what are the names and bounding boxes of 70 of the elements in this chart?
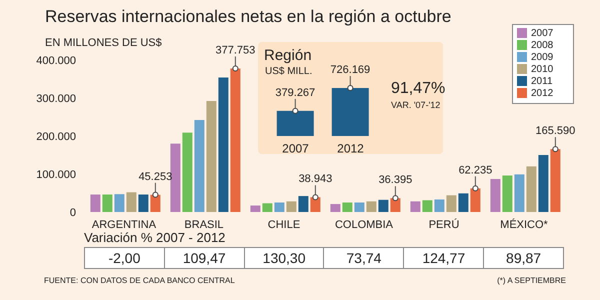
legend-label: 2007 — [531, 28, 554, 39]
data-label: 38.943 — [298, 173, 332, 186]
bar — [330, 204, 340, 212]
x-tick-label: CHILE — [268, 218, 300, 231]
y-tick-label: 0 — [70, 206, 76, 219]
legend-label: 2011 — [531, 76, 553, 87]
bar — [286, 201, 296, 212]
data-label: 36.395 — [378, 174, 412, 186]
y-axis-title: EN MILLONES DE US$ — [45, 37, 162, 49]
y-tick-label: 100.000 — [36, 168, 76, 181]
legend-label: 2009 — [531, 52, 554, 63]
bar — [114, 194, 124, 212]
text: 89,87 — [483, 248, 563, 268]
text: 124,77 — [403, 248, 484, 268]
data-label: 377.753 — [216, 44, 256, 56]
text: 73,74 — [323, 248, 404, 268]
bar — [378, 200, 388, 212]
bar — [194, 120, 204, 212]
bar — [458, 193, 468, 212]
bar — [298, 196, 308, 212]
data-label: 379.267 — [275, 86, 316, 99]
x-tick-label: MÉXICO* — [500, 218, 549, 231]
bar — [526, 166, 536, 212]
text: 130,30 — [244, 248, 324, 268]
bar — [218, 77, 228, 212]
x-tick-label: BRASIL — [184, 218, 224, 231]
x-tick-label: PERÚ — [428, 218, 460, 231]
text: (*) A SEPTIEMBRE — [497, 276, 566, 285]
bar — [138, 194, 148, 212]
bar — [410, 201, 420, 212]
x-tick-label: COLOMBIA — [334, 218, 394, 231]
legend-label: 2010 — [531, 64, 554, 75]
x-tick-label: ARGENTINA — [92, 218, 157, 231]
data-label: 726.169 — [330, 64, 370, 76]
y-tick-label: 300.000 — [36, 92, 76, 105]
bar — [182, 132, 192, 212]
y-tick-label: 400.000 — [36, 54, 76, 67]
bar — [366, 201, 376, 212]
bar — [274, 202, 284, 212]
legend-label: 2012 — [531, 88, 554, 99]
data-label: 45.253 — [138, 170, 172, 183]
bar — [102, 194, 112, 212]
text: -2,00 — [107, 249, 142, 268]
bar — [342, 202, 352, 212]
source-note: FUENTE: CON DATOS DE CADA BANCO CENTRAL — [44, 276, 235, 285]
annotation: 91,47% — [391, 80, 446, 98]
bar — [502, 176, 512, 212]
text: 109,47 — [164, 248, 244, 268]
chart-title: Región — [264, 47, 312, 64]
bar — [446, 195, 456, 212]
bar — [250, 206, 260, 212]
chart-title: Reservas internacionales netas en la región a octubre — [45, 7, 452, 27]
bar — [354, 202, 364, 212]
y-axis-title: US$ MILL. — [265, 66, 312, 77]
bar — [126, 192, 136, 212]
bar — [170, 144, 180, 212]
bar — [262, 203, 272, 212]
bar — [422, 200, 432, 212]
text: Variación % 2007 - 2012 — [84, 230, 226, 245]
bar — [206, 101, 216, 212]
bar — [90, 194, 100, 212]
annotation: VAR. '07-'12 — [391, 100, 440, 110]
y-tick-label: 200.000 — [36, 130, 76, 143]
data-label: 62.235 — [458, 164, 492, 176]
bar — [538, 155, 548, 212]
data-label: 165.590 — [536, 125, 576, 138]
bar — [434, 199, 444, 212]
legend-label: 2008 — [531, 40, 554, 51]
bar — [490, 178, 500, 212]
bar — [514, 174, 524, 212]
